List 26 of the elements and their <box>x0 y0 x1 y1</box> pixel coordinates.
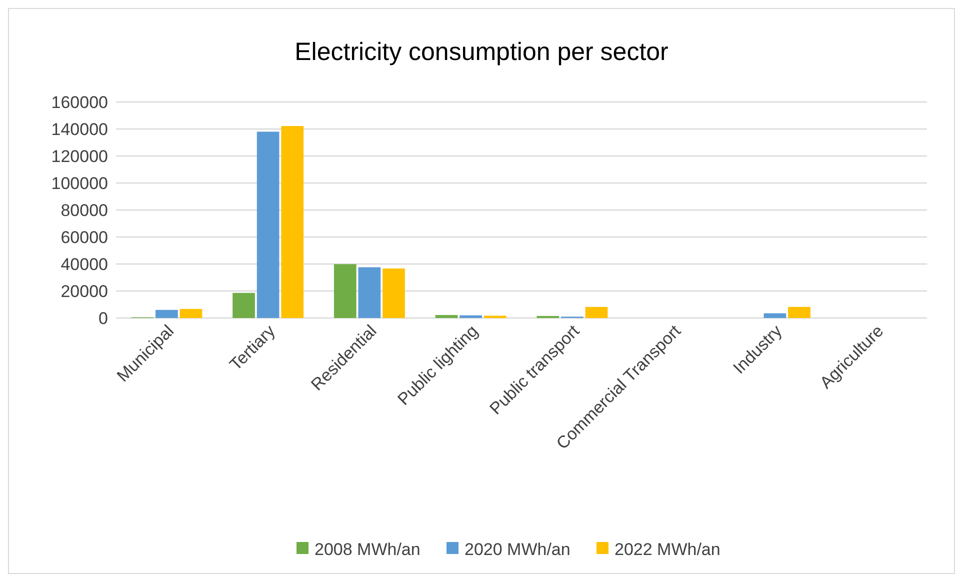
y-tick-label: 20000 <box>60 282 108 301</box>
y-tick-label: 0 <box>98 308 108 328</box>
y-tick-label: 40000 <box>60 254 108 274</box>
y-tick-label: 120000 <box>51 146 108 166</box>
bar <box>764 313 786 318</box>
y-tick-label: 160000 <box>51 92 108 112</box>
bar <box>382 268 405 318</box>
legend-label: 2022 MWh/an <box>614 540 720 559</box>
bar <box>334 264 356 318</box>
chart-title: Electricity consumption per sector <box>294 38 668 66</box>
legend-label: 2020 MWh/an <box>464 540 570 559</box>
bar <box>256 132 280 318</box>
bar <box>281 126 304 318</box>
legend-label: 2008 MWh/an <box>314 540 420 559</box>
bar <box>358 267 381 318</box>
bar <box>788 306 810 318</box>
y-tick-label: 140000 <box>51 120 108 139</box>
bar <box>435 315 458 318</box>
y-tick-label: 80000 <box>60 200 108 220</box>
bar <box>156 310 178 318</box>
bar <box>585 306 608 318</box>
y-tick-label: 100000 <box>51 174 108 193</box>
bar <box>232 292 255 318</box>
y-tick-label: 60000 <box>60 228 108 247</box>
bar <box>460 315 482 318</box>
bar <box>180 308 202 318</box>
